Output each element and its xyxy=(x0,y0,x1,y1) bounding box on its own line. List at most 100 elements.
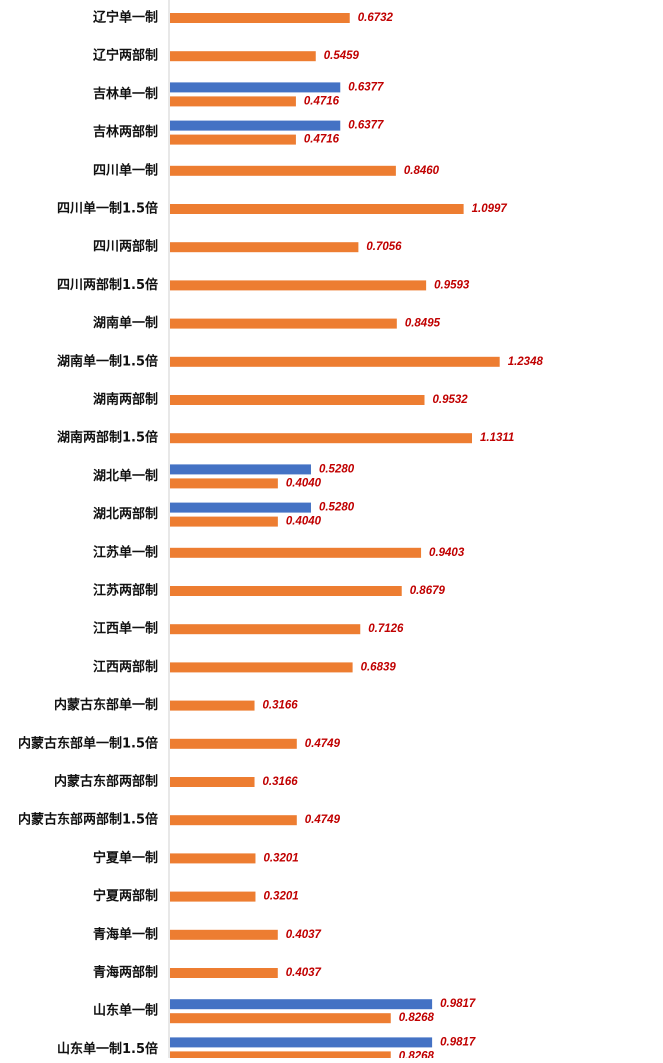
bar-orange xyxy=(170,478,278,489)
bar-orange xyxy=(170,1051,391,1062)
value-label: 0.8495 xyxy=(405,318,441,330)
bar-orange xyxy=(170,738,297,749)
bar-orange xyxy=(170,547,422,558)
bars-layer xyxy=(170,13,500,1062)
value-label: 0.9593 xyxy=(434,279,470,291)
category-label: 江西两部制 xyxy=(93,659,158,675)
value-label: 0.5280 xyxy=(319,463,355,475)
bar-blue xyxy=(170,502,311,513)
value-label: 1.2348 xyxy=(508,356,544,368)
labels-layer: 辽宁单一制 0.6732 辽宁两部制 0.5459 吉林单一制 0.6377 0.4716 吉… xyxy=(18,10,544,1063)
category-label: 内蒙古东部两部制 xyxy=(54,774,158,790)
bar-blue xyxy=(170,464,311,475)
value-label: 0.8460 xyxy=(404,165,440,177)
category-label: 内蒙古东部单一制 xyxy=(54,697,158,713)
bar-orange xyxy=(170,165,396,176)
bar-blue xyxy=(170,999,433,1010)
bar-blue xyxy=(170,1037,433,1048)
bar-orange xyxy=(170,516,278,527)
category-label: 宁夏两部制 xyxy=(93,888,158,904)
category-label: 山东单一制1.5倍 xyxy=(57,1041,158,1057)
value-label: 0.6839 xyxy=(361,661,397,673)
value-label: 0.6377 xyxy=(348,81,384,93)
value-label: 0.6732 xyxy=(358,12,394,24)
bar-orange xyxy=(170,968,278,978)
category-label: 辽宁单一制 xyxy=(93,10,158,26)
category-label: 江西单一制 xyxy=(93,621,158,637)
value-label: 0.9817 xyxy=(440,998,476,1010)
bar-orange xyxy=(170,624,361,635)
value-label: 0.3166 xyxy=(263,776,299,788)
bar-orange xyxy=(170,853,256,864)
bar-orange xyxy=(170,134,296,145)
bar-orange xyxy=(170,815,297,826)
category-label: 四川单一制 xyxy=(93,162,158,178)
category-label: 内蒙古东部两部制1.5倍 xyxy=(18,812,158,828)
value-label: 0.3201 xyxy=(263,891,298,903)
value-label: 0.4037 xyxy=(286,967,322,979)
bar-orange xyxy=(170,929,278,940)
category-label: 青海单一制 xyxy=(93,926,158,942)
value-label: 0.8268 xyxy=(399,1050,435,1058)
value-label: 0.4040 xyxy=(286,477,322,489)
value-label: 0.5459 xyxy=(324,50,360,62)
category-label: 青海两部制 xyxy=(93,965,158,981)
value-label: 0.8679 xyxy=(410,585,446,597)
value-label: 0.9532 xyxy=(433,394,469,406)
value-label: 0.4037 xyxy=(286,929,322,941)
value-label: 0.4749 xyxy=(305,738,341,750)
value-label: 0.9403 xyxy=(429,547,465,559)
value-label: 0.4716 xyxy=(304,95,340,107)
category-label: 湖南两部制1.5倍 xyxy=(57,430,158,446)
value-label: 0.3166 xyxy=(263,700,299,712)
value-label: 0.9817 xyxy=(440,1036,476,1048)
value-label: 0.4716 xyxy=(304,134,340,146)
bar-orange xyxy=(170,96,296,107)
category-label: 吉林两部制 xyxy=(93,124,158,140)
bar-orange xyxy=(170,662,353,673)
bar-orange xyxy=(170,204,464,214)
value-label: 0.4040 xyxy=(286,516,322,528)
value-label: 0.8268 xyxy=(399,1012,435,1024)
category-label: 山东单一制 xyxy=(93,1003,158,1019)
bar-orange xyxy=(170,700,255,711)
category-label: 江苏单一制 xyxy=(93,544,158,560)
category-label: 内蒙古东部单一制1.5倍 xyxy=(18,735,158,751)
bar-orange xyxy=(170,1013,391,1024)
value-label: 0.3201 xyxy=(263,852,298,864)
value-label: 0.7056 xyxy=(366,241,402,253)
bar-orange xyxy=(170,891,256,902)
value-label: 0.4749 xyxy=(305,814,341,826)
bar-orange xyxy=(170,318,397,329)
bar-orange xyxy=(170,586,402,596)
category-label: 宁夏单一制 xyxy=(93,850,158,866)
category-label: 吉林单一制 xyxy=(93,86,158,102)
bar-orange xyxy=(170,356,500,367)
bar-orange xyxy=(170,242,359,253)
value-label: 1.1311 xyxy=(480,432,514,444)
bar-orange xyxy=(170,395,425,405)
category-label: 江苏两部制 xyxy=(93,583,158,599)
category-label: 湖南两部制 xyxy=(93,392,158,408)
bar-blue xyxy=(170,82,341,93)
bar-orange xyxy=(170,777,255,787)
category-label: 辽宁两部制 xyxy=(93,48,158,64)
category-label: 四川单一制1.5倍 xyxy=(57,201,158,217)
bar-orange xyxy=(170,51,316,62)
bar-orange xyxy=(170,280,427,291)
value-label: 0.6377 xyxy=(348,120,384,132)
bar-orange xyxy=(170,13,350,23)
value-label: 0.5280 xyxy=(319,502,355,514)
value-label: 0.7126 xyxy=(368,623,404,635)
category-label: 湖北单一制 xyxy=(93,468,158,484)
category-label: 湖南单一制1.5倍 xyxy=(57,353,158,369)
category-label: 湖南单一制 xyxy=(93,315,158,331)
category-label: 四川两部制 xyxy=(93,239,158,255)
value-label: 1.0997 xyxy=(472,203,508,215)
category-label: 四川两部制1.5倍 xyxy=(57,277,158,293)
bar-blue xyxy=(170,120,341,131)
bar-orange xyxy=(170,433,473,444)
category-label: 湖北两部制 xyxy=(93,506,158,522)
